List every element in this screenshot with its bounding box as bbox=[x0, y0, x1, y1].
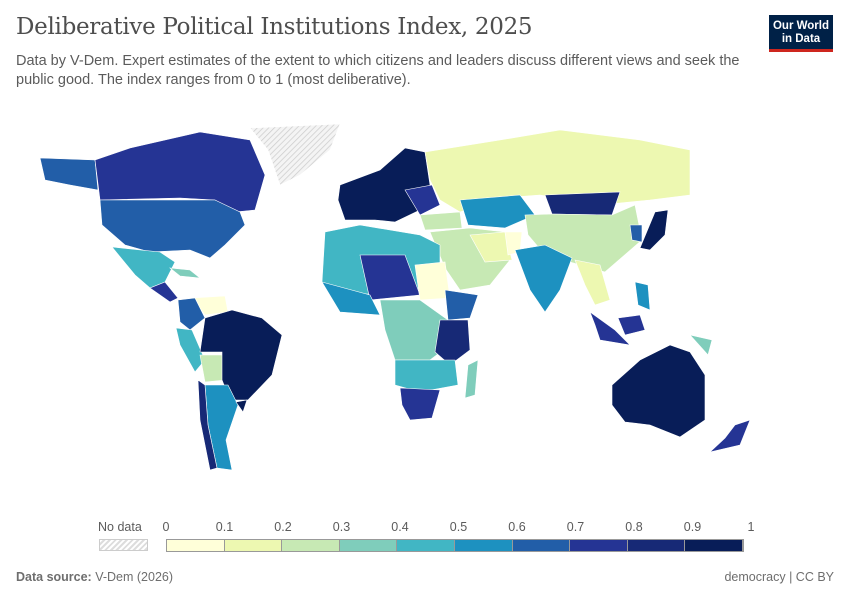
source-link[interactable]: V-Dem (2026) bbox=[95, 570, 174, 584]
world-map[interactable] bbox=[0, 110, 850, 510]
region-caribbean[interactable] bbox=[169, 267, 201, 279]
region-greenland[interactable] bbox=[249, 123, 341, 186]
region-indonesia[interactable] bbox=[589, 311, 631, 346]
license[interactable]: democracy | CC BY bbox=[724, 570, 834, 584]
region-australia[interactable] bbox=[611, 344, 706, 438]
legend-bin-8[interactable] bbox=[627, 540, 686, 551]
region-uruguay[interactable] bbox=[235, 399, 248, 413]
region-mexico[interactable] bbox=[111, 246, 176, 289]
legend-tick: 0.9 bbox=[683, 520, 702, 534]
region-kazakhstan[interactable] bbox=[459, 194, 536, 229]
legend-tick: 0.1 bbox=[215, 520, 234, 534]
chart-title: Deliberative Political Institutions Inde… bbox=[16, 14, 533, 40]
legend-bins bbox=[166, 539, 744, 552]
color-legend: No data 0 0.1 0.2 0.3 0.4 0.5 0.6 0.7 0.8 0.9 1 bbox=[0, 518, 850, 558]
legend-tick: 0.5 bbox=[449, 520, 468, 534]
region-south-africa[interactable] bbox=[399, 387, 441, 421]
region-east-africa[interactable] bbox=[434, 319, 471, 366]
legend-tick: 0.8 bbox=[625, 520, 643, 534]
region-sudan[interactable] bbox=[414, 261, 451, 301]
legend-tick: 0 bbox=[162, 520, 170, 534]
owid-logo[interactable]: Our World in Data bbox=[769, 15, 833, 52]
region-europe[interactable] bbox=[337, 147, 431, 223]
region-iran[interactable] bbox=[469, 231, 513, 263]
chart-subtitle: Data by V-Dem. Expert estimates of the e… bbox=[16, 53, 740, 88]
region-madagascar[interactable] bbox=[464, 359, 479, 399]
region-png[interactable] bbox=[689, 334, 713, 356]
legend-bin-4[interactable] bbox=[397, 540, 455, 551]
legend-tick: 0.6 bbox=[508, 520, 526, 534]
legend-tick: 0.7 bbox=[566, 520, 585, 534]
region-central-america[interactable] bbox=[149, 281, 179, 303]
region-chile[interactable] bbox=[197, 379, 218, 471]
region-canada[interactable] bbox=[94, 131, 266, 213]
region-southeast-asia[interactable] bbox=[574, 259, 611, 306]
legend-bin-0[interactable] bbox=[167, 540, 225, 551]
legend-tick: 0.3 bbox=[332, 520, 351, 534]
region-indonesia-east[interactable] bbox=[617, 314, 646, 336]
region-colombia[interactable] bbox=[177, 297, 206, 331]
region-southern-africa[interactable] bbox=[394, 359, 459, 393]
legend-bin-9[interactable] bbox=[685, 540, 743, 551]
region-new-zealand[interactable] bbox=[708, 419, 751, 453]
region-turkey[interactable] bbox=[419, 211, 463, 231]
legend-bin-2[interactable] bbox=[282, 540, 340, 551]
legend-tick: 0.4 bbox=[391, 520, 409, 534]
legend-bin-1[interactable] bbox=[224, 540, 283, 551]
region-brazil[interactable] bbox=[199, 309, 283, 401]
region-india[interactable] bbox=[514, 244, 573, 313]
region-west-africa[interactable] bbox=[321, 281, 381, 316]
region-bolivia[interactable] bbox=[199, 354, 226, 383]
legend-no-data-label: No data bbox=[98, 520, 142, 534]
data-source: Data source: V-Dem (2026) bbox=[16, 570, 173, 584]
legend-bin-3[interactable] bbox=[339, 540, 398, 551]
region-korea[interactable] bbox=[629, 224, 643, 243]
legend-bin-6[interactable] bbox=[512, 540, 571, 551]
source-label: Data source: bbox=[16, 570, 92, 584]
region-usa[interactable] bbox=[99, 199, 246, 259]
legend-bin-7[interactable] bbox=[570, 540, 628, 551]
region-eastern-europe[interactable] bbox=[404, 184, 441, 216]
region-mongolia[interactable] bbox=[544, 191, 621, 216]
legend-no-data-swatch[interactable] bbox=[99, 539, 148, 551]
region-peru[interactable] bbox=[175, 327, 206, 373]
region-philippines[interactable] bbox=[634, 281, 651, 311]
region-japan[interactable] bbox=[639, 209, 669, 251]
region-alaska[interactable] bbox=[39, 157, 99, 191]
legend-tick: 0.2 bbox=[274, 520, 292, 534]
region-ethiopia[interactable] bbox=[444, 289, 479, 321]
legend-bin-5[interactable] bbox=[454, 540, 513, 551]
legend-tick: 1 bbox=[747, 520, 755, 534]
region-russia[interactable] bbox=[424, 129, 691, 213]
